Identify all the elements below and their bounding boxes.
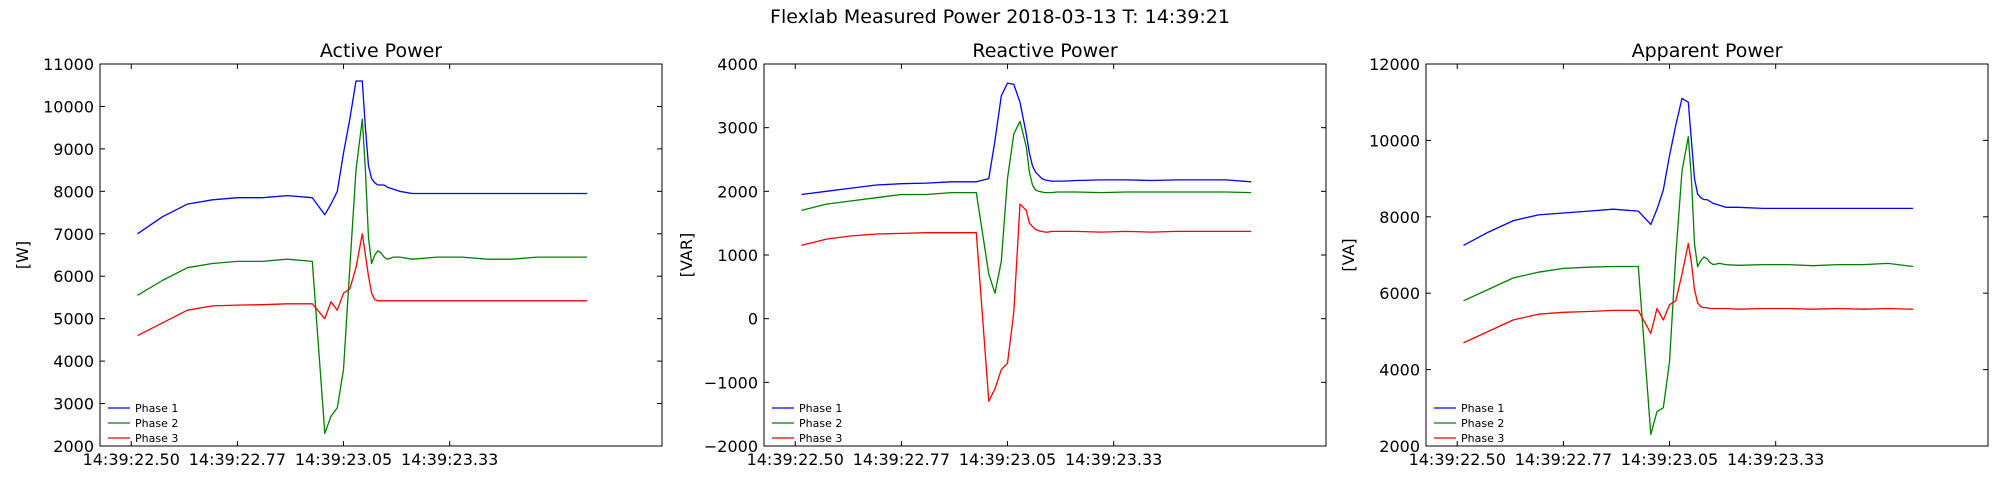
x-tick-label: 14:39:22.77 xyxy=(853,450,950,469)
legend-label: Phase 3 xyxy=(1461,432,1504,445)
y-tick-label: 4000 xyxy=(53,352,94,371)
figure-title: Flexlab Measured Power 2018-03-13 T: 14:… xyxy=(770,6,1230,28)
chart-3: Apparent Power [VA] 2000 4000 6000 8000 10000 1… xyxy=(1339,40,1989,469)
series-line-1 xyxy=(137,80,588,235)
series-line-1 xyxy=(801,82,1252,196)
series-line-2 xyxy=(137,118,588,434)
y-tick-label: 9000 xyxy=(53,140,94,159)
chart-title: Reactive Power xyxy=(972,40,1117,62)
y-tick-label: 10000 xyxy=(43,97,94,116)
x-tick-label: 14:39:22.50 xyxy=(747,450,844,469)
y-axis-label: [VAR] xyxy=(677,233,696,277)
y-tick-label: 4000 xyxy=(1379,361,1420,380)
series-line-2 xyxy=(801,120,1252,294)
y-tick-label: 8000 xyxy=(53,182,94,201)
legend-label: Phase 2 xyxy=(799,417,842,430)
legend: Phase 1 Phase 2 Phase 3 xyxy=(772,402,842,445)
y-tick-label: 10000 xyxy=(1369,131,1420,150)
legend-label: Phase 3 xyxy=(135,432,178,445)
y-tick-label: 2000 xyxy=(53,437,94,456)
y-axis-label: [W] xyxy=(13,241,32,269)
legend-label: Phase 2 xyxy=(135,417,178,430)
legend-label: Phase 1 xyxy=(1461,402,1504,415)
x-tick-label: 14:39:23.33 xyxy=(1065,450,1162,469)
y-tick-label: 4000 xyxy=(717,55,758,74)
series-line-3 xyxy=(137,233,588,337)
series-line-3 xyxy=(1463,242,1914,344)
legend-label: Phase 2 xyxy=(1461,417,1504,430)
legend-label: Phase 1 xyxy=(799,402,842,415)
x-tick-label: 14:39:22.50 xyxy=(83,450,180,469)
chart-1: Active Power [W] 2000 3000 4000 5000 6000 7000 8… xyxy=(13,40,663,469)
x-tick-label: 14:39:22.77 xyxy=(189,450,286,469)
chart-title: Active Power xyxy=(320,40,442,62)
y-tick-label: 1000 xyxy=(717,246,758,265)
y-tick-label: 0 xyxy=(748,310,758,329)
x-tick-label: 14:39:23.33 xyxy=(401,450,498,469)
x-tick-label: 14:39:23.05 xyxy=(295,450,392,469)
legend-label: Phase 3 xyxy=(799,432,842,445)
y-tick-label: 3000 xyxy=(53,395,94,414)
y-tick-label: −2000 xyxy=(704,437,758,456)
y-tick-label: 6000 xyxy=(53,267,94,286)
x-tick-label: 14:39:22.50 xyxy=(1409,450,1506,469)
x-tick-label: 14:39:23.05 xyxy=(959,450,1056,469)
series-line-3 xyxy=(801,203,1252,403)
y-tick-label: 11000 xyxy=(43,55,94,74)
legend: Phase 1 Phase 2 Phase 3 xyxy=(1434,402,1504,445)
y-tick-label: 2000 xyxy=(1379,437,1420,456)
legend-label: Phase 1 xyxy=(135,402,178,415)
series-line-1 xyxy=(1463,97,1914,246)
chart-2: Reactive Power [VAR] −2000 −1000 0 1000 2000 30… xyxy=(677,40,1327,469)
y-tick-label: 7000 xyxy=(53,225,94,244)
chart-title: Apparent Power xyxy=(1632,40,1783,62)
x-tick-label: 14:39:22.77 xyxy=(1515,450,1612,469)
x-tick-label: 14:39:23.05 xyxy=(1621,450,1718,469)
y-tick-label: 6000 xyxy=(1379,284,1420,303)
y-tick-label: 12000 xyxy=(1369,55,1420,74)
plot-frame xyxy=(1425,63,1989,447)
plot-frame xyxy=(99,63,663,447)
y-tick-label: 3000 xyxy=(717,119,758,138)
series-line-2 xyxy=(1463,135,1914,436)
y-axis-label: [VA] xyxy=(1339,238,1358,271)
plot-frame xyxy=(763,63,1327,447)
y-tick-label: 5000 xyxy=(53,310,94,329)
y-tick-label: 8000 xyxy=(1379,208,1420,227)
y-tick-label: −1000 xyxy=(704,373,758,392)
x-tick-label: 14:39:23.33 xyxy=(1727,450,1824,469)
y-tick-label: 2000 xyxy=(717,182,758,201)
legend: Phase 1 Phase 2 Phase 3 xyxy=(108,402,178,445)
